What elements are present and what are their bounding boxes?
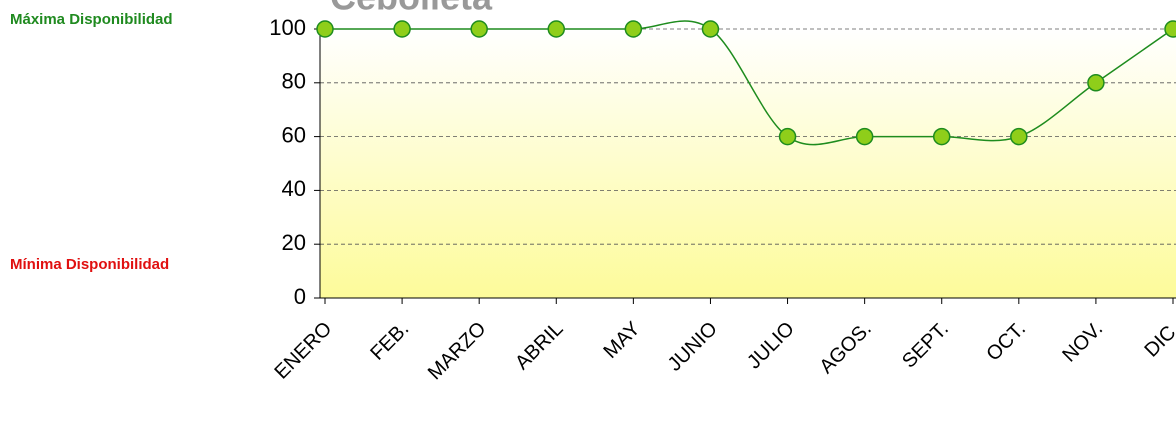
x-tick-label: JULIO xyxy=(743,318,799,374)
data-point xyxy=(393,20,411,38)
data-point xyxy=(1087,74,1105,92)
x-tick-label: NOV. xyxy=(1058,318,1107,367)
data-point xyxy=(470,20,488,38)
plot-area xyxy=(320,29,1176,298)
data-point xyxy=(624,20,643,38)
annotation: Máxima Disponibilidad xyxy=(10,11,173,28)
y-tick-label: 20 xyxy=(282,230,306,255)
data-point xyxy=(855,127,874,146)
chart-title: Cebolleta xyxy=(330,0,493,18)
x-tick-label: MAY xyxy=(599,318,644,363)
data-point xyxy=(1164,20,1176,38)
x-tick-label: DIC. xyxy=(1140,318,1176,362)
y-tick-label: 0 xyxy=(294,284,306,309)
y-tick-label: 100 xyxy=(269,15,306,40)
annotation: Mínima Disponibilidad xyxy=(10,256,169,273)
y-tick-label: 60 xyxy=(282,122,306,147)
x-tick-label: JUNIO xyxy=(664,318,722,376)
data-point xyxy=(1010,127,1028,146)
data-point xyxy=(547,20,566,38)
data-point xyxy=(778,127,797,146)
x-tick-label: AGOS. xyxy=(816,318,876,378)
x-tick-label: MARZO xyxy=(424,318,491,385)
data-point xyxy=(701,20,720,38)
x-tick-label: ENERO xyxy=(270,318,336,384)
data-point xyxy=(932,127,951,146)
data-point xyxy=(316,20,334,38)
x-tick-label: SEPT. xyxy=(898,318,953,373)
x-tick-label: OCT. xyxy=(982,318,1030,366)
y-tick-label: 80 xyxy=(282,69,306,94)
y-tick-label: 40 xyxy=(282,176,306,201)
x-tick-label: FEB. xyxy=(366,318,413,365)
x-tick-label: ABRIL xyxy=(511,318,567,374)
